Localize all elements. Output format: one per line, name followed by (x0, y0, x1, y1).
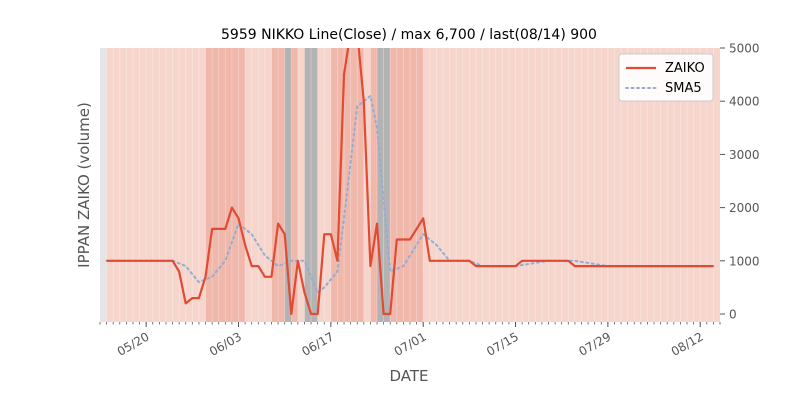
shaded-bands (106, 48, 720, 322)
y-tick-label: 1000 (729, 254, 760, 268)
shaded-band-6 (370, 48, 378, 322)
series-line-zaiko (106, 48, 714, 316)
plot-area (100, 48, 720, 322)
legend: ZAIKO SMA5 (618, 53, 714, 102)
shaded-band-8 (390, 48, 424, 322)
shaded-band-3 (284, 48, 292, 322)
y-tick-label: 5000 (729, 42, 760, 56)
y-tick-label: 4000 (729, 95, 760, 109)
x-axis-label: DATE (389, 367, 428, 385)
shaded-band-7 (377, 48, 391, 322)
y-tick-label: 3000 (729, 148, 760, 162)
series-lines (105, 48, 715, 316)
y-axis: 0 1000 2000 3000 4000 5000 (720, 42, 760, 322)
legend-label-sma5: SMA5 (665, 81, 702, 96)
legend-box (618, 53, 714, 102)
shaded-band-4 (304, 48, 318, 322)
legend-label-zaiko: ZAIKO (665, 61, 705, 76)
y-tick-label: 0 (729, 308, 737, 322)
y-axis-label: IPPAN ZAIKO (volume) (75, 102, 93, 268)
y-tick-label: 2000 (729, 201, 760, 215)
chart-title: 5959 NIKKO Line(Close) / max 6,700 / las… (221, 27, 597, 43)
